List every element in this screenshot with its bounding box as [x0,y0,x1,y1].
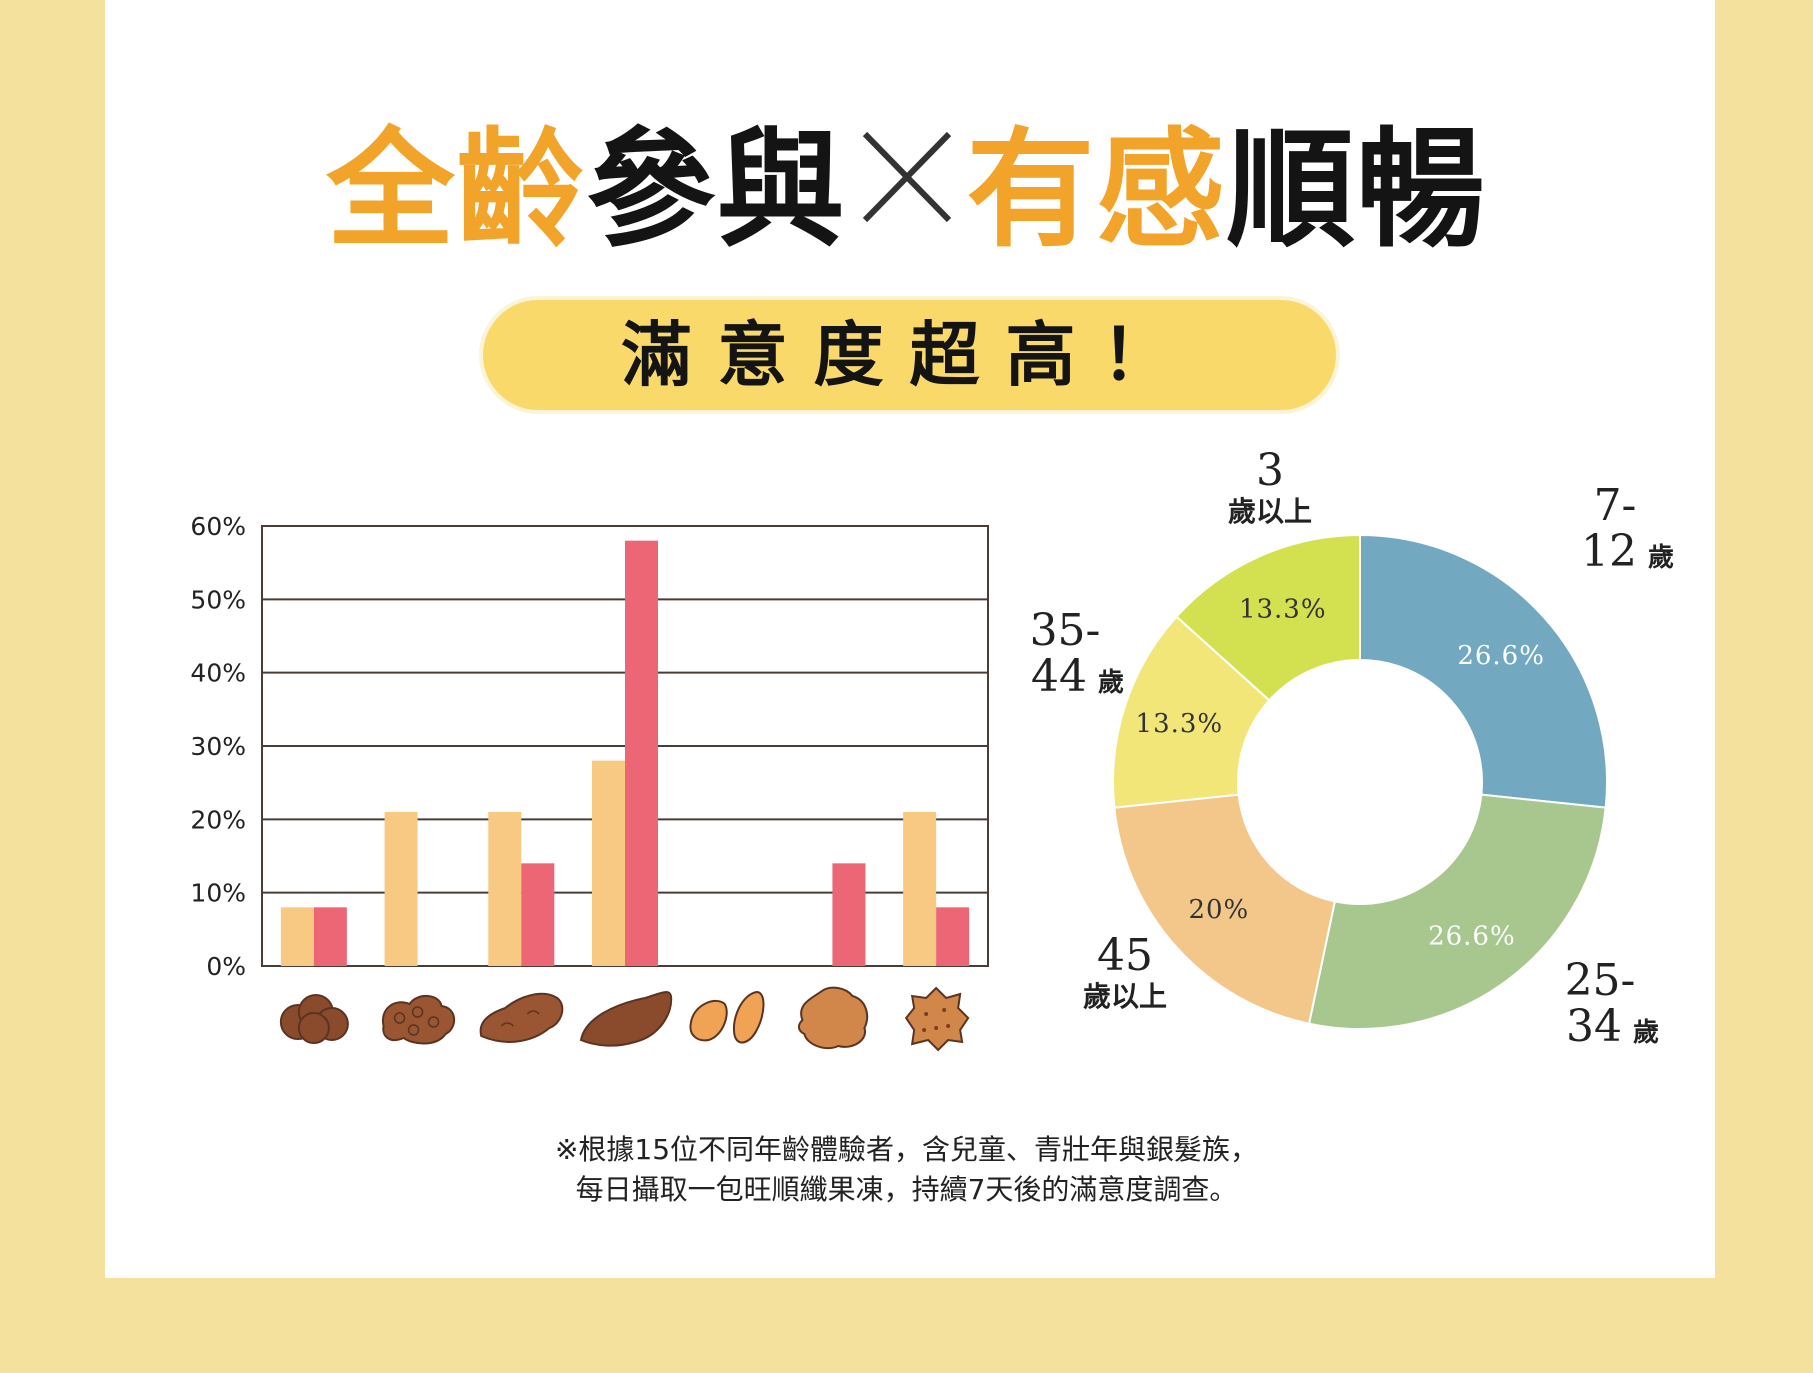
bar [592,760,625,966]
bar [488,812,522,966]
bar [313,907,347,966]
y-tick-label: 60% [190,512,246,541]
slice-value-label: 26.6% [1428,922,1516,952]
footnote: ※根據15位不同年齡體驗者，含兒童、青壯年與銀髮族， 每日攝取一包旺順纖果凍，持… [0,1130,1813,1210]
bar [521,863,555,966]
age-label-number: 44 [1031,651,1087,702]
age-label-unit: 歲 [1098,668,1124,698]
bar [280,907,314,966]
age-label-unit: 歲 [1648,543,1674,573]
age-label-number: 34 [1566,1001,1622,1052]
age-label-top: 3 [1256,445,1284,496]
slice-age-label: 35-44 歲 [1030,605,1124,702]
donut-slice [1307,793,1607,1030]
stool-type-3-icon [479,992,564,1043]
bar [936,907,970,966]
title-part-2: 參與 [586,116,847,265]
title-part-4: 順暢 [1226,116,1487,265]
age-label-top: 25- [1565,955,1636,1006]
bar [384,812,418,966]
subtitle-text: 滿意度超高！ [621,314,1198,396]
slice-value-label: 13.3% [1239,594,1327,624]
title-part-3: 有感 [966,116,1227,265]
age-label-number: 12 [1581,526,1637,577]
donut-slice [1113,793,1337,1025]
footnote-line-2: 每日攝取一包旺順纖果凍，持續7天後的滿意度調查。 [575,1173,1238,1206]
title-part-1: 全齡 [326,116,587,265]
age-label-unit: 歲 [1633,1018,1659,1048]
times-icon [862,131,951,223]
age-label-unit: 歲以上 [1228,495,1312,528]
y-tick-label: 40% [190,659,246,688]
slice-age-label: 7-12 歲 [1581,480,1674,577]
y-tick-label: 20% [190,805,246,834]
bar-chart: 0% 10% 20% 30% 40% 50% 60% [190,512,989,1052]
stool-type-6-icon [797,986,869,1050]
age-label-unit: 歲以上 [1083,980,1167,1013]
stool-type-4-icon [579,991,673,1047]
stool-type-2-icon [381,995,456,1045]
donut-slice [1359,533,1609,809]
page-title: 全齡參與 有感順暢 [0,112,1813,266]
y-tick-label: 10% [190,879,246,908]
bar [832,863,866,966]
slice-value-label: 20% [1188,895,1249,925]
bar [903,812,937,966]
y-tick-label: 30% [190,732,246,761]
donut-slice [1175,533,1361,702]
subtitle-pill: 滿意度超高！ [483,300,1336,410]
stool-type-5-icon [689,990,765,1044]
stool-type-1-icon [279,994,349,1044]
age-label-top: 35- [1030,605,1101,656]
slice-value-label: 13.3% [1136,709,1224,739]
bar [625,540,658,966]
age-label-top: 45 [1097,930,1153,981]
footnote-line-1: ※根據15位不同年齡體驗者，含兒童、青壯年與銀髮族， [554,1133,1259,1166]
y-tick-label: 50% [190,585,246,614]
slice-age-label: 25-34 歲 [1565,955,1659,1052]
slice-value-label: 26.6% [1457,641,1545,671]
stool-type-7-icon [904,986,970,1052]
y-tick-label: 0% [206,952,246,981]
age-label-top: 7- [1594,480,1637,531]
